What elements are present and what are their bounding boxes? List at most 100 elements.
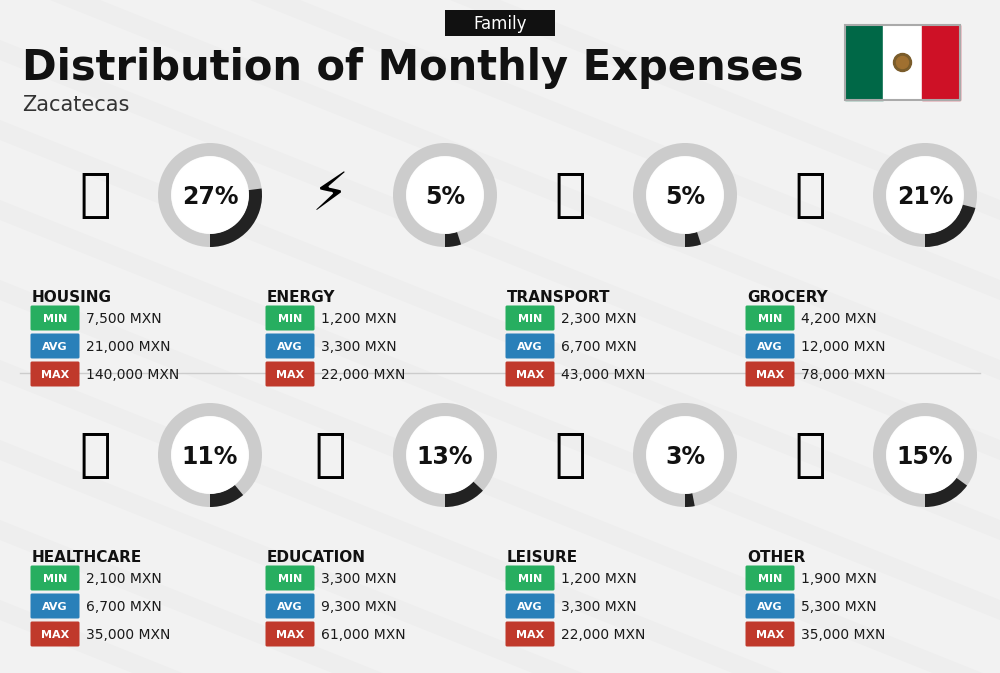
FancyBboxPatch shape: [30, 334, 80, 359]
FancyBboxPatch shape: [746, 306, 794, 330]
Text: 9,300 MXN: 9,300 MXN: [321, 600, 397, 614]
Text: 5%: 5%: [425, 185, 465, 209]
FancyBboxPatch shape: [30, 594, 80, 618]
Text: 1,200 MXN: 1,200 MXN: [561, 572, 637, 586]
Text: 78,000 MXN: 78,000 MXN: [801, 368, 886, 382]
Text: MAX: MAX: [41, 630, 69, 640]
FancyBboxPatch shape: [266, 361, 314, 386]
FancyBboxPatch shape: [266, 594, 314, 618]
Text: 140,000 MXN: 140,000 MXN: [86, 368, 179, 382]
Circle shape: [647, 417, 723, 493]
Text: MIN: MIN: [43, 314, 67, 324]
Polygon shape: [0, 0, 1000, 220]
Text: TRANSPORT: TRANSPORT: [507, 290, 610, 305]
Bar: [883, 25, 922, 100]
Text: MIN: MIN: [278, 314, 302, 324]
Text: 3,300 MXN: 3,300 MXN: [561, 600, 637, 614]
FancyBboxPatch shape: [266, 621, 314, 647]
Bar: [845, 25, 960, 100]
Text: 🏥: 🏥: [79, 429, 111, 481]
Text: AVG: AVG: [757, 602, 783, 612]
Text: 22,000 MXN: 22,000 MXN: [561, 628, 645, 642]
Bar: [922, 25, 960, 100]
Text: ⚡: ⚡: [312, 169, 349, 221]
Text: 3%: 3%: [665, 445, 705, 469]
FancyBboxPatch shape: [506, 565, 554, 590]
Wedge shape: [685, 232, 701, 247]
Text: AVG: AVG: [277, 602, 303, 612]
Wedge shape: [210, 485, 243, 507]
Text: 7,500 MXN: 7,500 MXN: [86, 312, 162, 326]
Text: MIN: MIN: [758, 314, 782, 324]
Text: Family: Family: [473, 15, 527, 33]
Text: 💼: 💼: [794, 429, 826, 481]
Circle shape: [896, 57, 908, 69]
Text: AVG: AVG: [757, 342, 783, 352]
Wedge shape: [393, 403, 497, 507]
Text: MIN: MIN: [278, 574, 302, 584]
Text: 21,000 MXN: 21,000 MXN: [86, 340, 170, 354]
Wedge shape: [393, 143, 497, 247]
FancyBboxPatch shape: [506, 621, 554, 647]
Text: MAX: MAX: [41, 370, 69, 380]
FancyBboxPatch shape: [30, 306, 80, 330]
Polygon shape: [0, 600, 1000, 673]
Text: 3,300 MXN: 3,300 MXN: [321, 572, 397, 586]
Text: 21%: 21%: [897, 185, 953, 209]
Text: AVG: AVG: [277, 342, 303, 352]
Polygon shape: [0, 0, 1000, 380]
Text: 35,000 MXN: 35,000 MXN: [86, 628, 170, 642]
Text: MAX: MAX: [756, 370, 784, 380]
FancyBboxPatch shape: [746, 334, 794, 359]
Wedge shape: [158, 403, 262, 507]
Circle shape: [887, 157, 963, 233]
Polygon shape: [0, 360, 1000, 673]
Polygon shape: [0, 200, 1000, 620]
Text: HEALTHCARE: HEALTHCARE: [32, 550, 142, 565]
FancyBboxPatch shape: [30, 621, 80, 647]
Circle shape: [887, 417, 963, 493]
Text: 11%: 11%: [182, 445, 238, 469]
FancyBboxPatch shape: [266, 334, 314, 359]
Text: 13%: 13%: [417, 445, 473, 469]
Text: EDUCATION: EDUCATION: [267, 550, 366, 565]
Text: MAX: MAX: [276, 370, 304, 380]
Text: 5%: 5%: [665, 185, 705, 209]
Wedge shape: [633, 403, 737, 507]
FancyBboxPatch shape: [746, 594, 794, 618]
Text: 1,900 MXN: 1,900 MXN: [801, 572, 877, 586]
FancyBboxPatch shape: [506, 334, 554, 359]
FancyBboxPatch shape: [445, 10, 555, 36]
FancyBboxPatch shape: [30, 361, 80, 386]
Text: Zacatecas: Zacatecas: [22, 95, 129, 115]
Text: ENERGY: ENERGY: [267, 290, 336, 305]
Wedge shape: [210, 188, 262, 247]
Text: MAX: MAX: [276, 630, 304, 640]
Text: 27%: 27%: [182, 185, 238, 209]
Text: OTHER: OTHER: [747, 550, 805, 565]
Text: 22,000 MXN: 22,000 MXN: [321, 368, 405, 382]
FancyBboxPatch shape: [506, 594, 554, 618]
FancyBboxPatch shape: [746, 361, 794, 386]
Text: 61,000 MXN: 61,000 MXN: [321, 628, 406, 642]
Text: MIN: MIN: [758, 574, 782, 584]
Circle shape: [172, 417, 248, 493]
Text: 15%: 15%: [897, 445, 953, 469]
Text: 4,200 MXN: 4,200 MXN: [801, 312, 877, 326]
Text: 🛍: 🛍: [554, 429, 586, 481]
Wedge shape: [633, 143, 737, 247]
Text: AVG: AVG: [517, 342, 543, 352]
FancyBboxPatch shape: [506, 306, 554, 330]
Circle shape: [407, 157, 483, 233]
Bar: [845, 25, 883, 100]
Wedge shape: [445, 482, 483, 507]
Wedge shape: [873, 143, 977, 247]
Text: 🏢: 🏢: [79, 169, 111, 221]
Polygon shape: [0, 0, 1000, 300]
Text: MAX: MAX: [756, 630, 784, 640]
Text: 🚌: 🚌: [554, 169, 586, 221]
Text: MIN: MIN: [518, 314, 542, 324]
Wedge shape: [445, 232, 461, 247]
Wedge shape: [925, 205, 975, 247]
Text: MIN: MIN: [518, 574, 542, 584]
